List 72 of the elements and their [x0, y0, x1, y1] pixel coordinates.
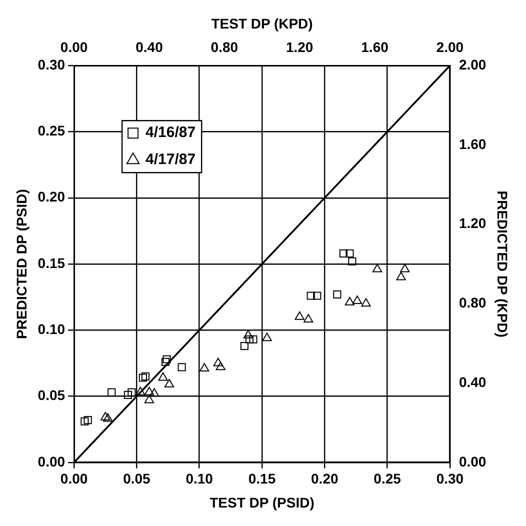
- point: [158, 372, 168, 381]
- point: [245, 335, 254, 344]
- y2-axis-title: PREDICTED DP (KPD): [494, 190, 511, 338]
- point: [262, 332, 272, 342]
- x-tick-label: 0.10: [186, 470, 214, 487]
- point: [400, 264, 410, 272]
- x-axis-title: TEST DP (PSID): [210, 494, 314, 510]
- x2-tick-label: 1.60: [361, 39, 389, 56]
- point: [213, 358, 223, 366]
- x-tick-label: 0.15: [248, 470, 276, 487]
- x2-tick-label: 0.00: [60, 39, 88, 56]
- y-tick-label: 0.15: [38, 254, 66, 271]
- point: [84, 416, 92, 424]
- point: [178, 363, 186, 372]
- y2-tick-label: 0.40: [458, 374, 486, 390]
- y-tick-label: 0.30: [38, 56, 66, 72]
- point: [304, 314, 314, 323]
- y2-tick-label: 1.20: [458, 215, 486, 232]
- point: [339, 249, 348, 258]
- point: [372, 264, 382, 272]
- point: [80, 417, 89, 426]
- point: [294, 311, 304, 320]
- point: [346, 249, 354, 258]
- y-axis-title: PREDICTED DP (PSID): [13, 189, 30, 339]
- point: [216, 362, 226, 370]
- point: [108, 388, 116, 396]
- x-tick-label: 0.05: [123, 470, 151, 487]
- point: [164, 378, 174, 388]
- point: [348, 257, 356, 266]
- point: [162, 355, 171, 364]
- x-tick-label: 0.20: [311, 470, 338, 487]
- point: [361, 298, 371, 307]
- point: [249, 335, 258, 344]
- y-tick-label: 0.25: [38, 122, 66, 139]
- legend-label: 4/17/87: [146, 151, 196, 168]
- y2-tick-label: 0.00: [458, 453, 486, 470]
- point: [313, 292, 322, 300]
- y2-tick-label: 2.00: [458, 56, 486, 72]
- x2-tick-label: 2.00: [436, 39, 464, 56]
- y2-tick-label: 0.80: [458, 294, 486, 311]
- x2-tick-label: 0.40: [136, 39, 164, 56]
- x-tick-label: 0.30: [436, 470, 464, 487]
- point: [352, 296, 362, 304]
- point: [333, 290, 342, 298]
- point: [100, 412, 110, 420]
- point: [144, 386, 154, 396]
- x2-tick-label: 1.20: [286, 39, 314, 56]
- point: [103, 413, 113, 422]
- x2-axis-title: TEST DP (KPD): [211, 15, 313, 32]
- point: [161, 358, 170, 366]
- point: [138, 374, 147, 382]
- legend-label: 4/16/87: [146, 124, 196, 142]
- point: [200, 362, 210, 372]
- y2-tick-label: 1.60: [458, 136, 486, 152]
- point: [141, 372, 150, 380]
- point: [144, 394, 154, 404]
- y-tick-label: 0.10: [38, 320, 66, 337]
- point: [396, 272, 406, 280]
- point: [306, 292, 315, 300]
- x-tick-label: 0.00: [60, 470, 88, 487]
- y-tick-label: 0.00: [38, 453, 66, 470]
- x-tick-label: 0.25: [374, 470, 402, 487]
- point: [240, 342, 248, 350]
- x2-tick-label: 0.80: [210, 39, 238, 56]
- y-tick-label: 0.05: [38, 387, 66, 404]
- point: [344, 296, 355, 306]
- point: [124, 390, 132, 399]
- point: [149, 388, 160, 397]
- point: [243, 330, 254, 338]
- point: [136, 386, 146, 396]
- point: [128, 388, 136, 396]
- y-tick-label: 0.20: [38, 188, 66, 205]
